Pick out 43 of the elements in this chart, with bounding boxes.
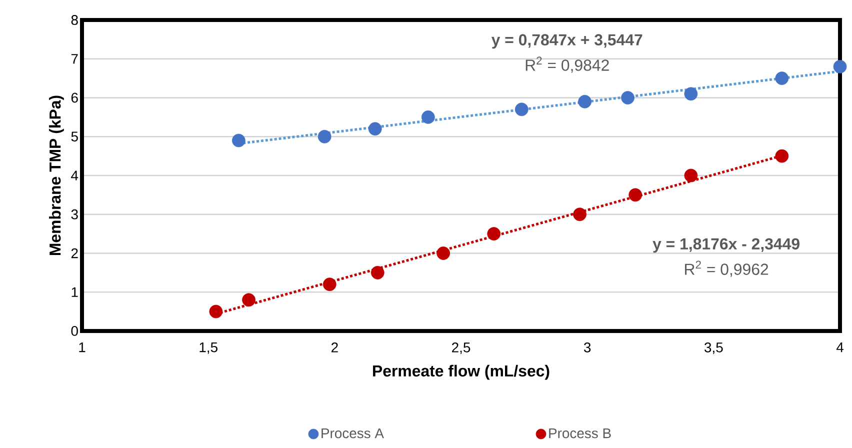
point xyxy=(684,168,698,182)
point xyxy=(318,130,332,144)
point xyxy=(684,87,698,101)
x-tick-label: 2 xyxy=(332,342,338,352)
annotation: y = 0,7847x + 3,5447 xyxy=(491,34,642,49)
point xyxy=(487,227,501,240)
y-tick-label: 7 xyxy=(71,54,78,64)
y-tick-label: 0 xyxy=(71,326,78,336)
y-tick-label: 2 xyxy=(71,248,78,258)
y-tick-label: 4 xyxy=(71,170,78,180)
annotation: R$^{2}$ = 0,9842 xyxy=(526,56,609,73)
point xyxy=(628,188,642,202)
y-tick-label: 5 xyxy=(71,132,78,142)
point xyxy=(436,246,450,260)
x-axis-title: Permeate flow (mL/sec) xyxy=(373,364,550,380)
x-tick-label: 4 xyxy=(836,342,844,352)
point xyxy=(232,134,246,148)
annotation: R$^{2}$ = 0,9962 xyxy=(685,260,768,277)
point xyxy=(514,102,528,116)
point xyxy=(322,278,336,292)
y-tick-label: 3 xyxy=(71,209,78,220)
point xyxy=(370,266,384,280)
point xyxy=(621,91,634,104)
x-tick-label: 1 xyxy=(79,342,86,352)
point xyxy=(578,94,592,108)
point xyxy=(368,122,382,136)
annotation: y = 1,8176x - 2,3449 xyxy=(652,238,800,253)
x-tick-label: 3,5 xyxy=(704,342,723,354)
y-tick-label: 8 xyxy=(71,15,78,25)
y-axis-title: Membrane TMP (kPa) xyxy=(49,96,64,256)
y-tick-label: 6 xyxy=(71,92,78,103)
legend-label: Process A xyxy=(322,428,384,438)
point xyxy=(209,304,223,318)
y-tick-label: 1 xyxy=(72,287,78,297)
x-tick-label: 3 xyxy=(584,342,591,352)
point xyxy=(775,149,789,163)
point xyxy=(775,72,789,86)
x-tick-label: 1,5 xyxy=(200,342,218,354)
point xyxy=(573,208,586,222)
point xyxy=(421,110,435,124)
legend-label: Process B xyxy=(549,428,611,438)
point xyxy=(242,293,256,307)
x-tick-label: 2,5 xyxy=(452,342,470,354)
